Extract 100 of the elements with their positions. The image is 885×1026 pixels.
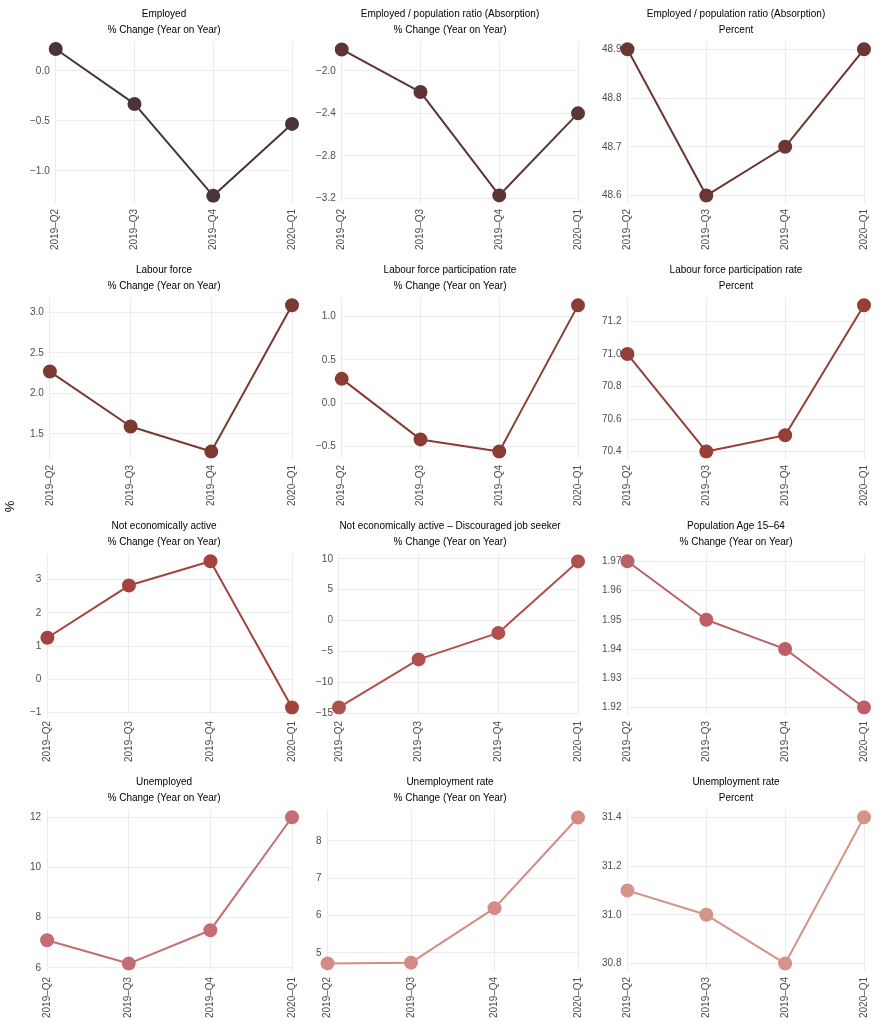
y-tick-label: −5 [321,645,334,657]
chart-subtitle: % Change (Year on Year) [393,791,507,803]
chart-title: Employed [141,7,187,19]
x-tick-label: 2019–Q4 [205,464,217,507]
x-tick-label: 2019–Q2 [41,720,53,763]
point [331,700,346,715]
x-tick-label: 2019–Q3 [412,720,424,763]
point [123,419,138,434]
y-tick-label: 8 [35,911,42,923]
y-tick-label: 31.4 [601,811,622,823]
x-tick-label: 2019–Q3 [122,720,134,763]
point [40,630,55,645]
point [492,188,507,203]
chart-title: Unemployment rate [692,775,781,787]
point [206,188,221,203]
y-tick-label: 0 [327,614,334,626]
x-tick-label: 2020–Q1 [857,976,869,1019]
point [487,901,502,916]
x-tick-label: 2020–Q1 [857,464,869,507]
y-tick-label: 1.94 [601,642,622,654]
y-tick-label: 0 [35,673,42,685]
y-tick-label: 1.0 [321,310,337,322]
chart-title: Labour force participation rate [383,263,517,275]
y-tick-label: 0.0 [321,396,337,408]
point [285,298,299,313]
chart-subtitle: % Change (Year on Year) [679,535,793,547]
x-tick-label: 2020–Q1 [571,208,583,251]
chart-subtitle: Percent [718,279,754,291]
x-tick-label: 2020–Q1 [571,720,583,763]
x-tick-label: 2019–Q3 [128,208,140,251]
y-tick-label: −15 [315,706,334,718]
point [778,956,793,971]
y-tick-label: 1.92 [601,701,622,713]
y-tick-label: 48.9 [601,43,622,55]
point [857,700,871,715]
y-tick-label: −10 [315,675,334,687]
point [320,956,335,971]
point [778,139,793,154]
point [857,42,871,57]
point [699,444,714,459]
y-tick-label: 1.95 [601,613,622,625]
point [857,298,871,313]
x-tick-label: 2020–Q1 [285,720,297,763]
y-tick-label: 10 [30,861,42,873]
y-tick-label: −1 [30,706,42,718]
point [203,554,218,569]
chart-title: Population Age 15–64 [687,519,786,531]
x-tick-label: 2019–Q3 [122,976,134,1019]
x-tick-label: 2019–Q3 [414,464,426,507]
x-tick-label: 2019–Q4 [778,976,790,1019]
chart-title: Not economically active [111,519,217,531]
y-tick-label: 1.96 [601,584,622,596]
x-tick-label: 2019–Q3 [404,976,416,1019]
point [857,810,871,825]
y-tick-label: 0.5 [321,353,337,365]
chart-title: Labour force [135,263,193,275]
chart-subtitle: % Change (Year on Year) [107,279,221,291]
point [699,612,714,627]
y-tick-label: 71.2 [601,315,622,327]
point [620,347,635,362]
x-tick-label: 2020–Q1 [285,464,297,507]
point [492,444,507,459]
point [334,371,349,386]
y-tick-label: 31.0 [601,908,622,920]
chart-title: Labour force participation rate [669,263,803,275]
point [413,85,428,100]
x-tick-label: 2019–Q4 [488,976,500,1019]
point [571,106,585,121]
x-tick-label: 2019–Q3 [700,464,712,507]
x-tick-label: 2019–Q4 [207,208,218,251]
y-tick-label: 3.0 [30,306,45,318]
chart-subtitle: % Change (Year on Year) [107,23,221,35]
chart-title: Unemployment rate [406,775,495,787]
point [285,116,299,131]
y-tick-label: −0.5 [315,440,337,452]
y-tick-label: 70.6 [601,412,622,424]
point [334,42,349,57]
point [778,642,793,657]
y-tick-label: 3 [35,573,42,585]
chart-subtitle: % Change (Year on Year) [107,791,221,803]
y-tick-label: 31.2 [601,859,622,871]
y-tick-label: −1.0 [29,164,51,176]
point [121,578,136,593]
y-tick-label: 2 [35,606,42,618]
x-tick-label: 2019–Q2 [621,208,633,251]
y-tick-label: −0.5 [29,114,51,126]
y-tick-label: 5 [316,946,322,958]
chart-subtitle: Percent [718,23,754,35]
y-tick-label: 6 [316,909,322,921]
x-tick-label: 2020–Q1 [571,976,583,1019]
y-tick-label: −2.4 [315,107,337,119]
y-tick-label: 70.4 [601,445,622,457]
point [40,933,55,948]
x-tick-label: 2019–Q2 [621,464,633,507]
x-tick-label: 2019–Q2 [621,976,633,1019]
x-tick-label: 2019–Q3 [700,720,712,763]
point [413,432,428,447]
point [620,883,635,898]
x-tick-label: 2019–Q4 [493,208,504,251]
y-axis-title: % [2,500,18,513]
